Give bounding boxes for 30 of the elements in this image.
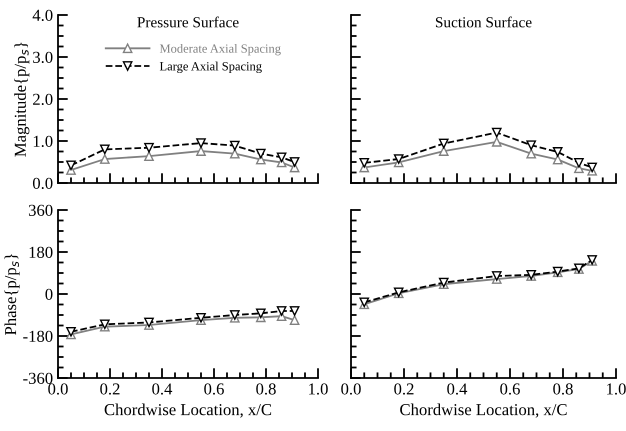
- x-tick-label: 0.8: [256, 383, 276, 395]
- y-tick-label: 180: [30, 246, 53, 258]
- legend-label: Large Axial Spacing: [160, 62, 262, 74]
- x-tick-label: 1.0: [607, 383, 626, 395]
- x-tick-label: 0.2: [394, 383, 414, 395]
- x-axis-title: Chordwise Location, x/C: [400, 404, 567, 418]
- y-tick-label: 0: [45, 288, 53, 300]
- x-tick-label: 0.0: [48, 383, 68, 395]
- x-tick-label: 0.8: [553, 383, 573, 395]
- y-tick-label: 4.0: [32, 10, 53, 22]
- y-axis-title: Magnitude{p/p$_{s}$}: [14, 42, 30, 157]
- x-tick-label: 0.4: [152, 383, 172, 395]
- y-tick-label: 0.0: [32, 178, 53, 190]
- y-tick-label: 360: [28, 204, 53, 216]
- y-tick-label: 2.0: [33, 94, 53, 106]
- chart-title: Suction Surface: [436, 16, 532, 28]
- legend-label: Moderate Axial Spacing: [160, 44, 281, 56]
- x-tick-label: 0.4: [447, 383, 468, 395]
- y-tick-label: 1.0: [34, 136, 53, 148]
- x-tick-label: 0.6: [500, 383, 520, 395]
- x-axis-title: Chordwise Location, x/C: [104, 404, 272, 418]
- x-tick-label: 1.0: [309, 383, 328, 395]
- x-tick-label: 0.0: [341, 383, 361, 395]
- y-axis-title: Phase{p/p$_{s}$}: [4, 254, 20, 336]
- x-tick-label: 0.2: [100, 383, 120, 395]
- y-tick-label: 3.0: [33, 52, 53, 64]
- y-tick-label: -360: [23, 372, 53, 384]
- y-tick-label: -180: [23, 330, 53, 342]
- x-tick-label: 0.6: [204, 383, 224, 395]
- chart-title: Pressure Surface: [137, 16, 239, 28]
